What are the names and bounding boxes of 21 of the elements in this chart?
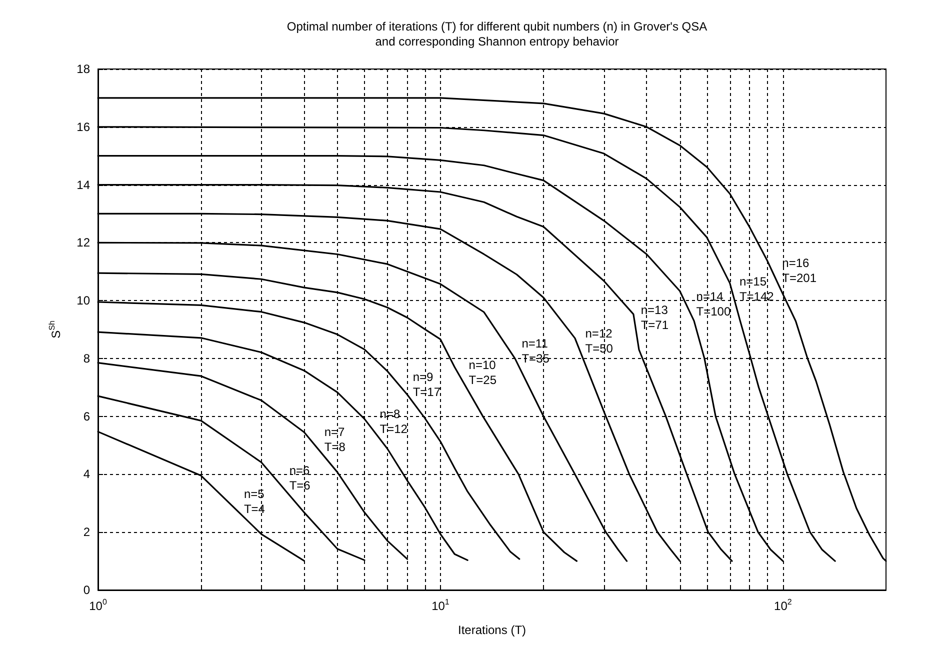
annotation: n=12 T=50 [585,326,614,356]
x-axis-title: Iterations (T) [458,623,526,637]
y-tick-label: 18 [76,62,90,76]
annotation: n=10 T=25 [468,358,497,388]
annotation: n=13 T=71 [640,303,669,332]
y-tick-label: 2 [83,525,90,540]
annotation: n=5 T=4 [244,486,266,516]
y-tick-label: 6 [83,409,90,424]
y-axis-title: SSh [48,320,63,338]
annotation: n=14 T=100 [696,290,731,319]
annotation: n=16 T=201 [782,256,817,286]
y-tick-label: 0 [83,583,90,597]
y-tick-label: 4 [83,467,90,482]
annotation: n=9 T=17 [412,370,441,399]
y-tick-label: 16 [76,120,90,134]
chart-title: Optimal number of iterations (T) for different qubit numbers (n) in Grover's QSA and corresponding Shannon entropy behavior [286,20,708,48]
y-tick-label: 8 [83,351,90,366]
y-tick-label: 12 [76,236,90,250]
annotation: n=7 T=8 [324,424,346,454]
y-tick-label: 10 [76,294,90,308]
y-tick-label: 14 [76,178,90,192]
